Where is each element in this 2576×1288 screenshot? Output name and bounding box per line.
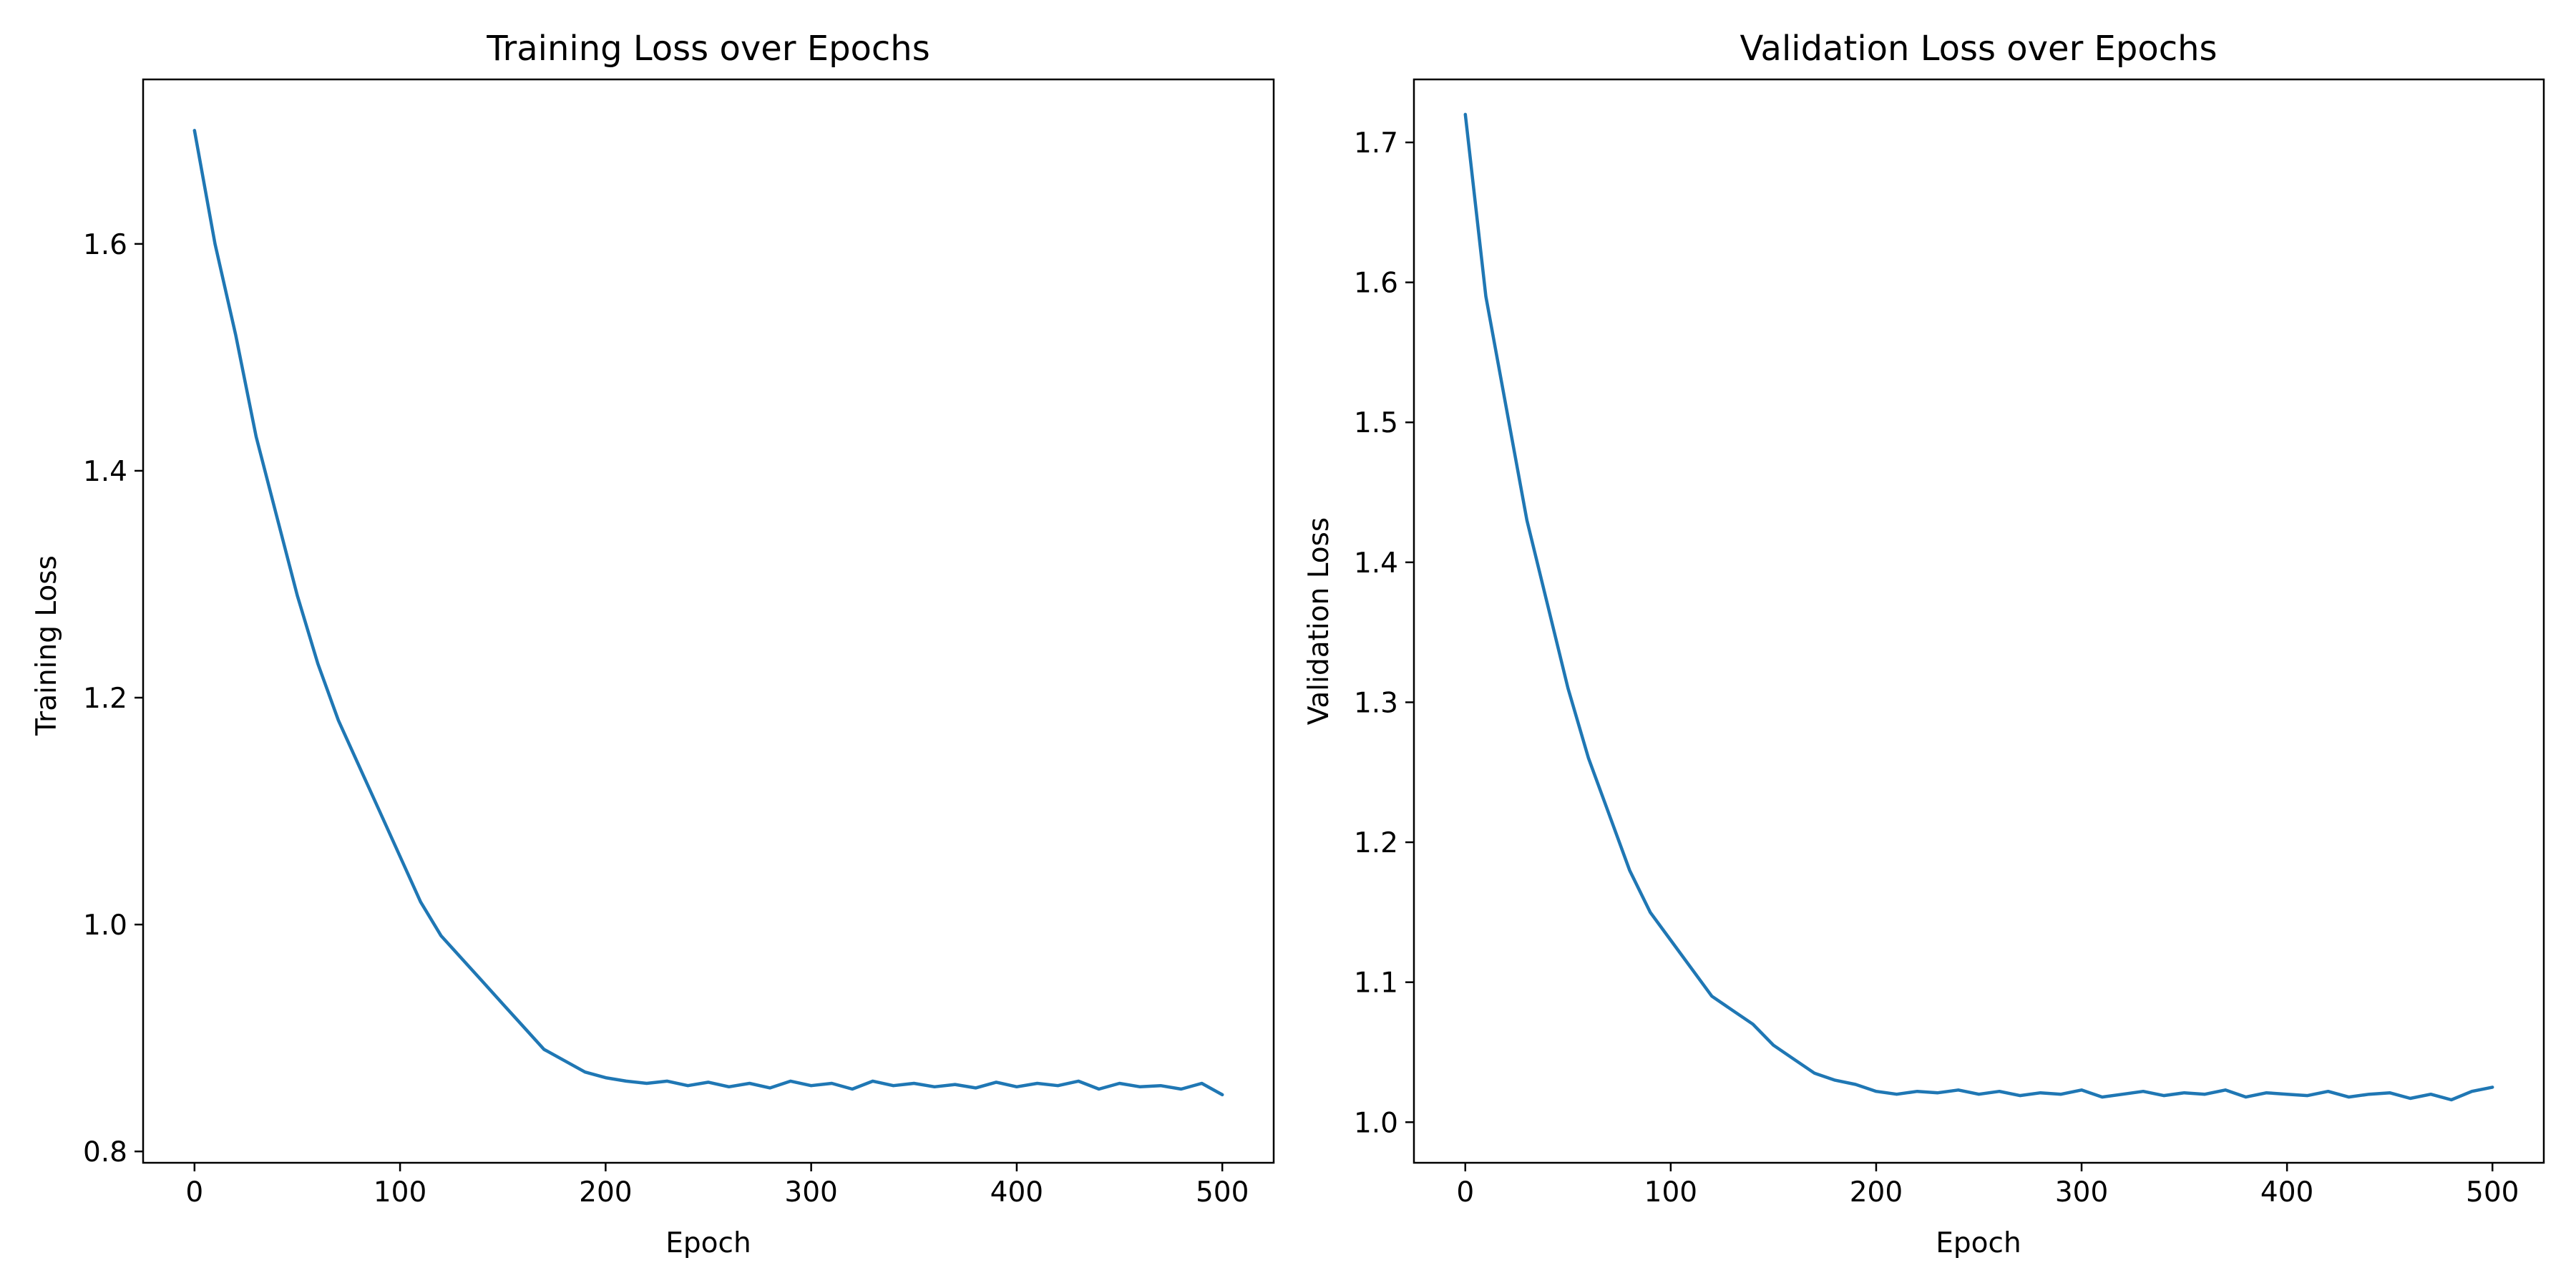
validation-y-tick-label: 1.3 bbox=[1354, 687, 1398, 719]
training-y-axis-label: Training Loss bbox=[31, 555, 63, 736]
validation-plot-frame bbox=[1413, 78, 2545, 1164]
validation-x-tick-label: 0 bbox=[1456, 1176, 1474, 1209]
training-series bbox=[192, 129, 1224, 1097]
training-y-tick-label: 1.4 bbox=[83, 456, 127, 488]
training-x-tick-label: 300 bbox=[784, 1176, 837, 1209]
training-x-axis-label: Epoch bbox=[665, 1227, 751, 1259]
validation-y-tick-label: 1.6 bbox=[1354, 268, 1398, 300]
validation-x-tick-label: 200 bbox=[1850, 1176, 1903, 1209]
training-x-tick-label: 500 bbox=[1196, 1176, 1249, 1209]
training-y-tick-label: 1.6 bbox=[83, 229, 127, 261]
validation-y-tick-label: 1.0 bbox=[1354, 1107, 1398, 1139]
validation-series bbox=[1463, 112, 2494, 1102]
validation-x-tick-label: 100 bbox=[1644, 1176, 1697, 1209]
training-loss-chart: Training Loss over Epochs Epoch Training… bbox=[31, 29, 1275, 1259]
validation-y-tick-label: 1.7 bbox=[1354, 127, 1398, 160]
training-x-tick-label: 400 bbox=[990, 1176, 1043, 1209]
validation-ticks: 0 100 200 300 400 500 1.0 1.1 1.2 1.3 1.4 1.5 1.6 1.7 bbox=[1354, 127, 2519, 1209]
validation-x-tick-label: 300 bbox=[2055, 1176, 2108, 1209]
validation-loss-line bbox=[1463, 112, 2494, 1102]
validation-loss-chart: Validation Loss over Epochs Epoch Valida… bbox=[1303, 29, 2545, 1259]
training-chart-title: Training Loss over Epochs bbox=[486, 29, 930, 69]
validation-x-tick-label: 500 bbox=[2466, 1176, 2519, 1209]
training-loss-line bbox=[192, 129, 1224, 1097]
validation-y-tick-label: 1.2 bbox=[1354, 827, 1398, 859]
validation-x-tick-label: 400 bbox=[2260, 1176, 2313, 1209]
validation-y-axis-label: Validation Loss bbox=[1303, 517, 1335, 726]
training-y-tick-label: 1.2 bbox=[83, 683, 127, 715]
training-y-tick-label: 0.8 bbox=[83, 1136, 127, 1169]
validation-y-tick-label: 1.4 bbox=[1354, 547, 1398, 580]
training-x-tick-label: 200 bbox=[579, 1176, 632, 1209]
training-plot-frame bbox=[142, 78, 1275, 1164]
training-ticks: 0 100 200 300 400 500 0.8 1.0 1.2 1.4 1.6 bbox=[83, 229, 1249, 1209]
training-x-tick-label: 0 bbox=[185, 1176, 203, 1209]
validation-chart-title: Validation Loss over Epochs bbox=[1740, 29, 2217, 69]
validation-y-tick-label: 1.5 bbox=[1354, 407, 1398, 439]
training-x-tick-label: 100 bbox=[374, 1176, 426, 1209]
validation-y-tick-label: 1.1 bbox=[1354, 967, 1398, 1000]
validation-x-axis-label: Epoch bbox=[1936, 1227, 2021, 1259]
training-y-tick-label: 1.0 bbox=[83, 909, 127, 942]
